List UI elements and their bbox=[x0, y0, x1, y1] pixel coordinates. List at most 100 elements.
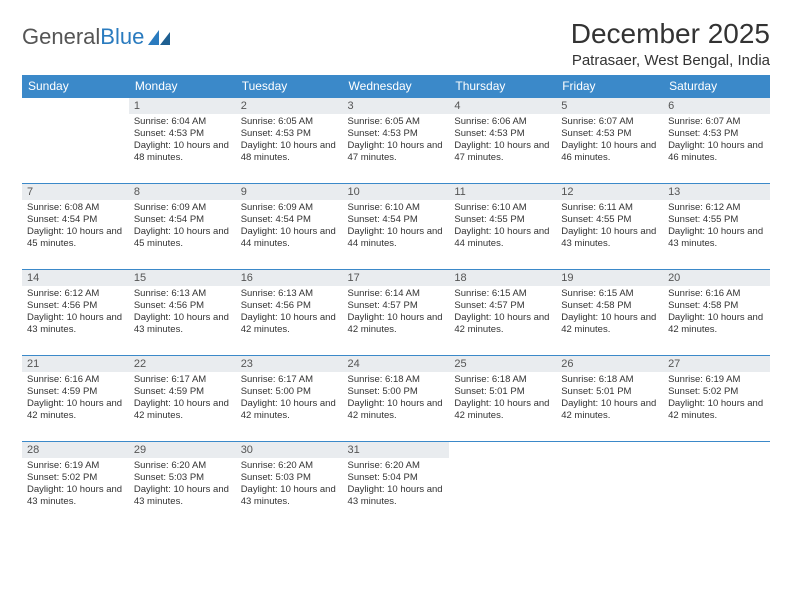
daylight-line: Daylight: 10 hours and 43 minutes. bbox=[134, 484, 231, 508]
daylight-line: Daylight: 10 hours and 42 minutes. bbox=[454, 312, 551, 336]
month-title: December 2025 bbox=[571, 18, 770, 50]
day-number: 3 bbox=[343, 98, 450, 114]
daylight-line: Daylight: 10 hours and 42 minutes. bbox=[134, 398, 231, 422]
sunrise-line: Sunrise: 6:09 AM bbox=[241, 202, 338, 214]
day-number: 18 bbox=[449, 270, 556, 286]
calendar-cell: 20Sunrise: 6:16 AMSunset: 4:58 PMDayligh… bbox=[663, 270, 770, 356]
day-number: 28 bbox=[22, 442, 129, 458]
day-details: Sunrise: 6:15 AMSunset: 4:58 PMDaylight:… bbox=[556, 286, 663, 340]
sunset-line: Sunset: 5:03 PM bbox=[241, 472, 338, 484]
header: GeneralBlue December 2025 Patrasaer, Wes… bbox=[22, 18, 770, 69]
daylight-line: Daylight: 10 hours and 42 minutes. bbox=[561, 312, 658, 336]
calendar-cell: 13Sunrise: 6:12 AMSunset: 4:55 PMDayligh… bbox=[663, 184, 770, 270]
day-number: 7 bbox=[22, 184, 129, 200]
calendar-cell: 21Sunrise: 6:16 AMSunset: 4:59 PMDayligh… bbox=[22, 356, 129, 442]
calendar-cell: 11Sunrise: 6:10 AMSunset: 4:55 PMDayligh… bbox=[449, 184, 556, 270]
sunrise-line: Sunrise: 6:12 AM bbox=[27, 288, 124, 300]
calendar-cell: 26Sunrise: 6:18 AMSunset: 5:01 PMDayligh… bbox=[556, 356, 663, 442]
calendar-row: 7Sunrise: 6:08 AMSunset: 4:54 PMDaylight… bbox=[22, 184, 770, 270]
day-details: Sunrise: 6:12 AMSunset: 4:55 PMDaylight:… bbox=[663, 200, 770, 254]
daylight-line: Daylight: 10 hours and 46 minutes. bbox=[561, 140, 658, 164]
calendar-cell: 3Sunrise: 6:05 AMSunset: 4:53 PMDaylight… bbox=[343, 98, 450, 184]
calendar-cell: 10Sunrise: 6:10 AMSunset: 4:54 PMDayligh… bbox=[343, 184, 450, 270]
daylight-line: Daylight: 10 hours and 42 minutes. bbox=[27, 398, 124, 422]
daylight-line: Daylight: 10 hours and 44 minutes. bbox=[454, 226, 551, 250]
calendar-cell: 23Sunrise: 6:17 AMSunset: 5:00 PMDayligh… bbox=[236, 356, 343, 442]
sunset-line: Sunset: 4:54 PM bbox=[27, 214, 124, 226]
day-number: 20 bbox=[663, 270, 770, 286]
sunset-line: Sunset: 5:00 PM bbox=[241, 386, 338, 398]
logo-text-gray: General bbox=[22, 24, 100, 50]
day-details: Sunrise: 6:09 AMSunset: 4:54 PMDaylight:… bbox=[129, 200, 236, 254]
sunset-line: Sunset: 5:01 PM bbox=[561, 386, 658, 398]
logo-sail-icon bbox=[148, 28, 170, 46]
day-details: Sunrise: 6:14 AMSunset: 4:57 PMDaylight:… bbox=[343, 286, 450, 340]
daylight-line: Daylight: 10 hours and 45 minutes. bbox=[134, 226, 231, 250]
day-details: Sunrise: 6:10 AMSunset: 4:55 PMDaylight:… bbox=[449, 200, 556, 254]
day-number: 19 bbox=[556, 270, 663, 286]
day-header-row: Sunday Monday Tuesday Wednesday Thursday… bbox=[22, 75, 770, 98]
day-details: Sunrise: 6:17 AMSunset: 4:59 PMDaylight:… bbox=[129, 372, 236, 426]
sunrise-line: Sunrise: 6:18 AM bbox=[561, 374, 658, 386]
sunset-line: Sunset: 4:56 PM bbox=[134, 300, 231, 312]
day-details: Sunrise: 6:04 AMSunset: 4:53 PMDaylight:… bbox=[129, 114, 236, 168]
day-number: 12 bbox=[556, 184, 663, 200]
day-number: 31 bbox=[343, 442, 450, 458]
sunrise-line: Sunrise: 6:10 AM bbox=[348, 202, 445, 214]
calendar-cell: 19Sunrise: 6:15 AMSunset: 4:58 PMDayligh… bbox=[556, 270, 663, 356]
daylight-line: Daylight: 10 hours and 45 minutes. bbox=[27, 226, 124, 250]
daylight-line: Daylight: 10 hours and 42 minutes. bbox=[561, 398, 658, 422]
sunset-line: Sunset: 4:53 PM bbox=[454, 128, 551, 140]
calendar-cell: 14Sunrise: 6:12 AMSunset: 4:56 PMDayligh… bbox=[22, 270, 129, 356]
calendar-cell: 25Sunrise: 6:18 AMSunset: 5:01 PMDayligh… bbox=[449, 356, 556, 442]
day-details: Sunrise: 6:18 AMSunset: 5:01 PMDaylight:… bbox=[556, 372, 663, 426]
sunset-line: Sunset: 4:54 PM bbox=[134, 214, 231, 226]
calendar-cell: 1Sunrise: 6:04 AMSunset: 4:53 PMDaylight… bbox=[129, 98, 236, 184]
sunset-line: Sunset: 5:01 PM bbox=[454, 386, 551, 398]
sunset-line: Sunset: 4:55 PM bbox=[561, 214, 658, 226]
calendar-cell: 28Sunrise: 6:19 AMSunset: 5:02 PMDayligh… bbox=[22, 442, 129, 528]
daylight-line: Daylight: 10 hours and 48 minutes. bbox=[134, 140, 231, 164]
sunrise-line: Sunrise: 6:20 AM bbox=[134, 460, 231, 472]
calendar-cell bbox=[22, 98, 129, 184]
calendar-cell: 5Sunrise: 6:07 AMSunset: 4:53 PMDaylight… bbox=[556, 98, 663, 184]
sunset-line: Sunset: 4:53 PM bbox=[241, 128, 338, 140]
sunrise-line: Sunrise: 6:12 AM bbox=[668, 202, 765, 214]
day-details: Sunrise: 6:16 AMSunset: 4:58 PMDaylight:… bbox=[663, 286, 770, 340]
sunrise-line: Sunrise: 6:05 AM bbox=[241, 116, 338, 128]
daylight-line: Daylight: 10 hours and 42 minutes. bbox=[454, 398, 551, 422]
daylight-line: Daylight: 10 hours and 43 minutes. bbox=[348, 484, 445, 508]
calendar-cell bbox=[449, 442, 556, 528]
sunrise-line: Sunrise: 6:19 AM bbox=[668, 374, 765, 386]
sunrise-line: Sunrise: 6:20 AM bbox=[241, 460, 338, 472]
daylight-line: Daylight: 10 hours and 44 minutes. bbox=[241, 226, 338, 250]
day-number: 8 bbox=[129, 184, 236, 200]
day-details: Sunrise: 6:06 AMSunset: 4:53 PMDaylight:… bbox=[449, 114, 556, 168]
day-details: Sunrise: 6:10 AMSunset: 4:54 PMDaylight:… bbox=[343, 200, 450, 254]
sunset-line: Sunset: 5:02 PM bbox=[668, 386, 765, 398]
calendar-cell: 2Sunrise: 6:05 AMSunset: 4:53 PMDaylight… bbox=[236, 98, 343, 184]
sunrise-line: Sunrise: 6:13 AM bbox=[134, 288, 231, 300]
day-details: Sunrise: 6:09 AMSunset: 4:54 PMDaylight:… bbox=[236, 200, 343, 254]
sunset-line: Sunset: 4:54 PM bbox=[241, 214, 338, 226]
calendar-cell: 12Sunrise: 6:11 AMSunset: 4:55 PMDayligh… bbox=[556, 184, 663, 270]
sunset-line: Sunset: 4:56 PM bbox=[241, 300, 338, 312]
sunset-line: Sunset: 4:53 PM bbox=[561, 128, 658, 140]
daylight-line: Daylight: 10 hours and 43 minutes. bbox=[668, 226, 765, 250]
day-details: Sunrise: 6:15 AMSunset: 4:57 PMDaylight:… bbox=[449, 286, 556, 340]
calendar-cell bbox=[663, 442, 770, 528]
calendar-cell: 8Sunrise: 6:09 AMSunset: 4:54 PMDaylight… bbox=[129, 184, 236, 270]
sunrise-line: Sunrise: 6:17 AM bbox=[241, 374, 338, 386]
day-details: Sunrise: 6:20 AMSunset: 5:03 PMDaylight:… bbox=[236, 458, 343, 512]
daylight-line: Daylight: 10 hours and 42 minutes. bbox=[241, 312, 338, 336]
day-details: Sunrise: 6:18 AMSunset: 5:00 PMDaylight:… bbox=[343, 372, 450, 426]
sunset-line: Sunset: 4:55 PM bbox=[668, 214, 765, 226]
daylight-line: Daylight: 10 hours and 43 minutes. bbox=[241, 484, 338, 508]
day-header: Sunday bbox=[22, 75, 129, 98]
sunset-line: Sunset: 4:59 PM bbox=[134, 386, 231, 398]
day-header: Friday bbox=[556, 75, 663, 98]
day-number: 16 bbox=[236, 270, 343, 286]
calendar-cell: 15Sunrise: 6:13 AMSunset: 4:56 PMDayligh… bbox=[129, 270, 236, 356]
sunrise-line: Sunrise: 6:07 AM bbox=[561, 116, 658, 128]
daylight-line: Daylight: 10 hours and 42 minutes. bbox=[348, 312, 445, 336]
